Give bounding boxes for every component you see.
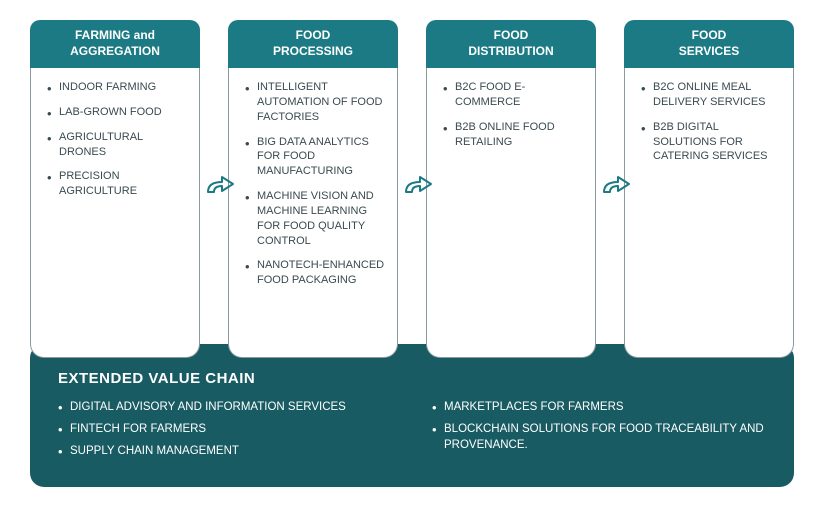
extended-col-left: DIGITAL ADVISORY AND INFORMATION SERVICE…	[58, 399, 392, 465]
extended-title: EXTENDED VALUE CHAIN	[58, 370, 766, 387]
stage-item: MACHINE VISION AND MACHINE LEARNING FOR …	[247, 189, 387, 248]
stage-header: FOOD DISTRIBUTION	[426, 20, 596, 68]
extended-columns: DIGITAL ADVISORY AND INFORMATION SERVICE…	[58, 399, 766, 465]
stage-item: NANOTECH-ENHANCED FOOD PACKAGING	[247, 258, 387, 288]
stage-header: FOOD SERVICES	[624, 20, 794, 68]
extended-item: BLOCKCHAIN SOLUTIONS FOR FOOD TRACEABILI…	[432, 421, 766, 453]
stage-processing: FOOD PROCESSING INTELLIGENT AUTOMATION O…	[228, 20, 398, 358]
stage-header: FOOD PROCESSING	[228, 20, 398, 68]
stage-header: FARMING and AGGREGATION	[30, 20, 200, 68]
stage-item: B2B ONLINE FOOD RETAILING	[445, 120, 585, 150]
stage-distribution: FOOD DISTRIBUTION B2C FOOD E-COMMERCE B2…	[426, 20, 596, 358]
stage-body: INDOOR FARMING LAB-GROWN FOOD AGRICULTUR…	[30, 68, 200, 358]
stage-item: BIG DATA ANALYTICS FOR FOOD MANUFACTURIN…	[247, 135, 387, 180]
extended-item: FINTECH FOR FARMERS	[58, 421, 392, 437]
stage-body: B2C ONLINE MEAL DELIVERY SERVICES B2B DI…	[624, 68, 794, 358]
extended-item: SUPPLY CHAIN MANAGEMENT	[58, 443, 392, 459]
stage-farming: FARMING and AGGREGATION INDOOR FARMING L…	[30, 20, 200, 358]
extended-col-right: MARKETPLACES FOR FARMERS BLOCKCHAIN SOLU…	[432, 399, 766, 465]
stage-item: B2C ONLINE MEAL DELIVERY SERVICES	[643, 80, 783, 110]
stage-item: LAB-GROWN FOOD	[49, 105, 189, 120]
extended-item: DIGITAL ADVISORY AND INFORMATION SERVICE…	[58, 399, 392, 415]
stage-body: INTELLIGENT AUTOMATION OF FOOD FACTORIES…	[228, 68, 398, 358]
stage-item: B2B DIGITAL SOLUTIONS FOR CATERING SERVI…	[643, 120, 783, 165]
stage-item: B2C FOOD E-COMMERCE	[445, 80, 585, 110]
stage-services: FOOD SERVICES B2C ONLINE MEAL DELIVERY S…	[624, 20, 794, 358]
stage-body: B2C FOOD E-COMMERCE B2B ONLINE FOOD RETA…	[426, 68, 596, 358]
stage-item: PRECISION AGRICULTURE	[49, 169, 189, 199]
stage-item: INTELLIGENT AUTOMATION OF FOOD FACTORIES	[247, 80, 387, 125]
extended-item: MARKETPLACES FOR FARMERS	[432, 399, 766, 415]
extended-value-chain: EXTENDED VALUE CHAIN DIGITAL ADVISORY AN…	[30, 344, 794, 487]
stage-item: INDOOR FARMING	[49, 80, 189, 95]
value-chain-stages: FARMING and AGGREGATION INDOOR FARMING L…	[30, 20, 794, 358]
stage-item: AGRICULTURAL DRONES	[49, 130, 189, 160]
